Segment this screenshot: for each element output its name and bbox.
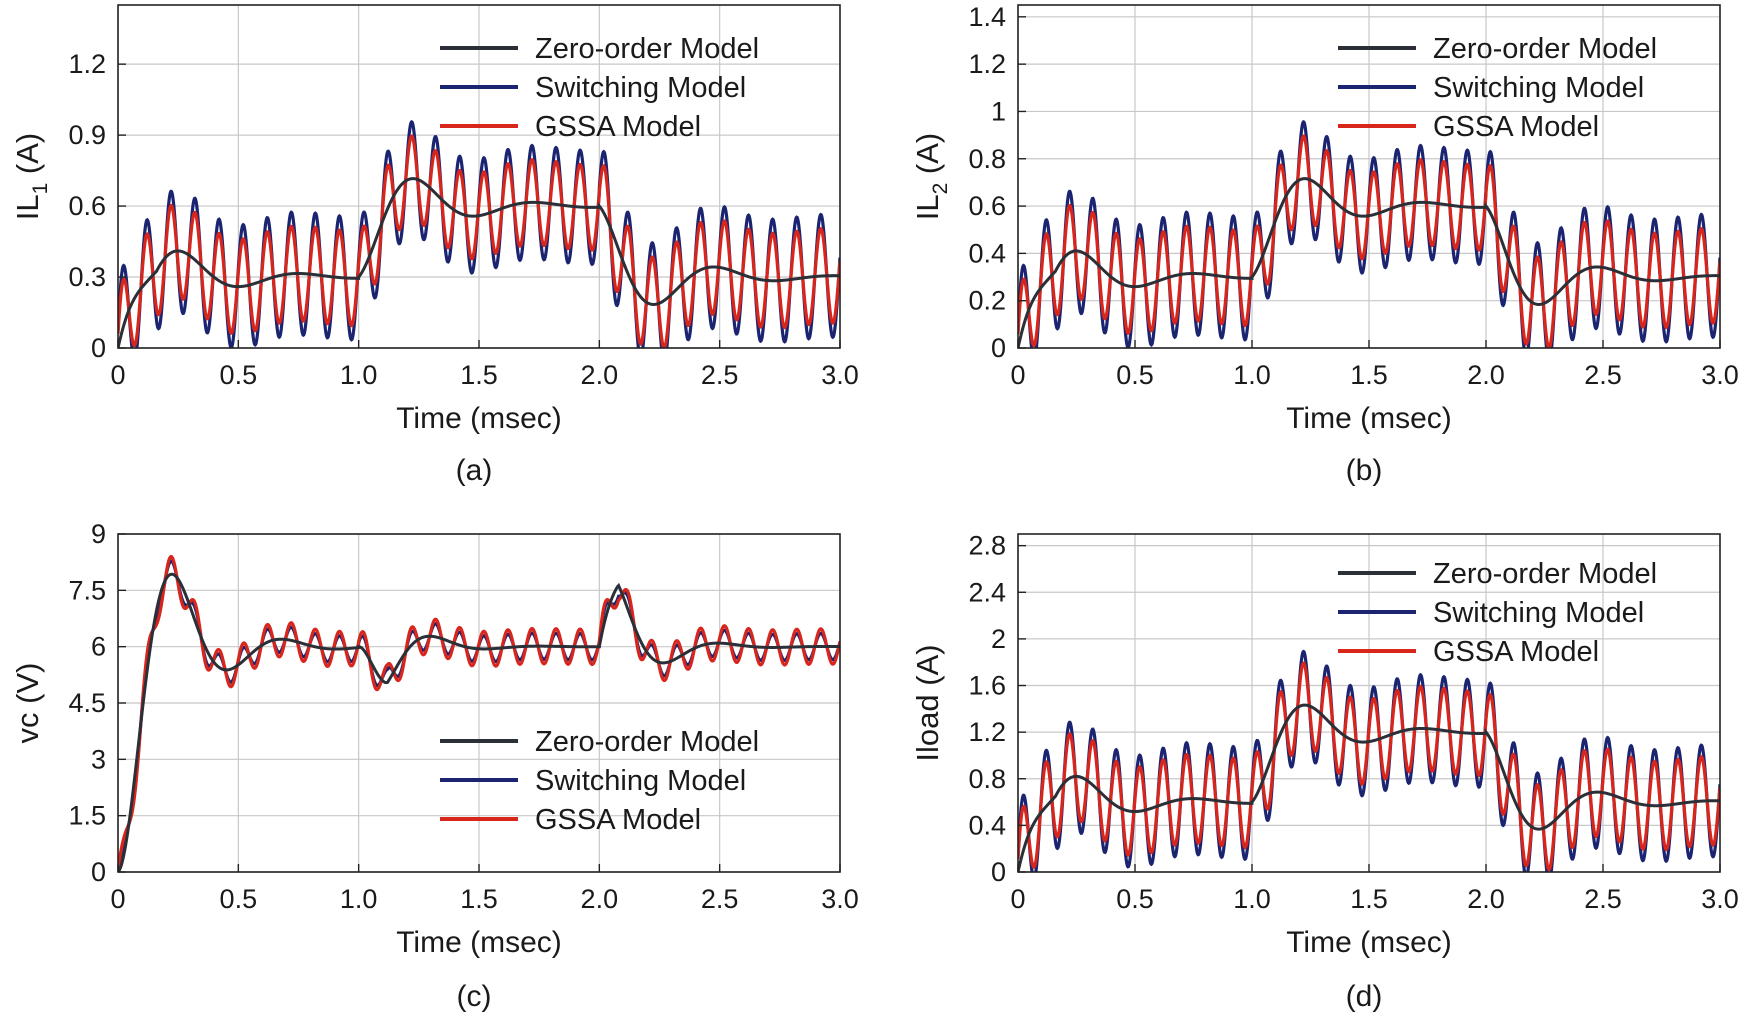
x-tick-label: 0 (1010, 884, 1025, 914)
legend-label-switching: Switching Model (1433, 72, 1644, 104)
y-tick-label: 1.5 (68, 801, 106, 831)
y-tick-label: 1.6 (968, 671, 1006, 701)
x-tick-label: 3.0 (821, 884, 859, 914)
legend-label-gssa: GSSA Model (1433, 636, 1599, 668)
series-line-zero-order (118, 572, 840, 872)
x-tick-label: 2.0 (581, 360, 619, 390)
x-axis-label: Time (msec) (1286, 926, 1452, 959)
y-tick-label: 0.8 (968, 144, 1006, 174)
panel-label: (b) (1346, 454, 1383, 487)
x-tick-label: 2.5 (1584, 884, 1622, 914)
x-tick-label: 0.5 (1116, 360, 1154, 390)
y-tick-label: 2.8 (968, 531, 1006, 561)
legend-label-zero-order: Zero-order Model (1433, 558, 1657, 590)
legend-label-gssa: GSSA Model (535, 111, 701, 143)
x-tick-label: 3.0 (1701, 360, 1739, 390)
x-tick-label: 2.5 (1584, 360, 1622, 390)
y-tick-label: 3 (91, 744, 106, 774)
chart-panel-a: 0 0.5 1.0 1.5 2.0 2.5 3.0 0 0.3 0.6 0.9 1.2 Time (ms… (10, 4, 859, 487)
y-tick-label: 2.4 (968, 577, 1006, 607)
chart-panel-b: 0 0.5 1.0 1.5 2.0 2.5 3.0 0 0.2 0.4 0.6 0.8 1 1.2 1.4 T… (910, 2, 1739, 487)
legend-label-zero-order: Zero-order Model (1433, 33, 1657, 65)
legend-label-gssa: GSSA Model (535, 804, 701, 836)
x-tick-label: 0 (1010, 360, 1025, 390)
legend-label-zero-order: Zero-order Model (535, 33, 759, 65)
y-axis-label: vc (V) (10, 663, 45, 744)
x-tick-label: 1.5 (460, 884, 498, 914)
x-tick-label: 0 (110, 360, 125, 390)
chart-panel-c: 0 0.5 1.0 1.5 2.0 2.5 3.0 0 1.5 3 4.5 6 7.5 9 Time (ms… (10, 519, 859, 1013)
legend-label-switching: Switching Model (1433, 597, 1644, 629)
x-tick-label: 0.5 (1116, 884, 1154, 914)
y-tick-label: 1 (991, 96, 1006, 126)
legend-label-zero-order: Zero-order Model (535, 726, 759, 758)
series-line-gssa (1018, 134, 1720, 348)
x-tick-label: 3.0 (1701, 884, 1739, 914)
y-tick-label: 0.6 (968, 191, 1006, 221)
legend-label-switching: Switching Model (535, 765, 746, 797)
y-tick-label: 0 (91, 333, 106, 363)
x-axis-label: Time (msec) (396, 926, 562, 959)
y-tick-label: 0 (991, 333, 1006, 363)
y-tick-label: 7.5 (68, 575, 106, 605)
x-tick-label: 1.0 (340, 884, 378, 914)
x-tick-label: 2.0 (1467, 360, 1505, 390)
x-tick-label: 0 (110, 884, 125, 914)
x-axis-label: Time (msec) (1286, 402, 1452, 435)
series-line-zero-order (1018, 703, 1720, 872)
x-axis-label: Time (msec) (396, 402, 562, 435)
y-tick-label: 0 (91, 857, 106, 887)
x-tick-label: 1.5 (460, 360, 498, 390)
y-tick-label: 0.4 (968, 810, 1006, 840)
series-line-gssa (118, 555, 840, 868)
y-tick-label: 0.6 (68, 191, 106, 221)
series-line-gssa (118, 134, 840, 348)
y-tick-label: 0.8 (968, 764, 1006, 794)
y-tick-label: 1.2 (968, 717, 1006, 747)
legend-label-switching: Switching Model (535, 72, 746, 104)
y-tick-label: 4.5 (68, 688, 106, 718)
y-tick-label: 0 (991, 857, 1006, 887)
x-tick-label: 3.0 (821, 360, 859, 390)
x-tick-label: 1.5 (1350, 884, 1388, 914)
x-tick-label: 1.0 (1233, 884, 1271, 914)
x-tick-label: 0.5 (220, 884, 258, 914)
x-tick-label: 2.0 (581, 884, 619, 914)
y-axis-label: IL1 (A) (10, 133, 52, 220)
y-tick-label: 0.3 (68, 262, 106, 292)
x-tick-label: 1.0 (340, 360, 378, 390)
x-tick-label: 1.5 (1350, 360, 1388, 390)
panel-label: (d) (1346, 980, 1383, 1013)
x-tick-label: 2.0 (1467, 884, 1505, 914)
y-tick-label: 0.9 (68, 120, 106, 150)
chart-panel-d: 0 0.5 1.0 1.5 2.0 2.5 3.0 0 0.4 0.8 1.2 1.6 2 2.4 2.8 T… (910, 531, 1739, 1013)
y-tick-label: 0.2 (968, 286, 1006, 316)
y-tick-label: 0.4 (968, 238, 1006, 268)
y-tick-label: 1.2 (968, 49, 1006, 79)
y-tick-label: 1.2 (68, 49, 106, 79)
y-axis-label: IL2 (A) (910, 133, 952, 220)
series-line-zero-order (118, 177, 840, 348)
y-tick-label: 1.4 (968, 2, 1006, 32)
y-axis-label: Iload (A) (910, 644, 945, 761)
legend-label-gssa: GSSA Model (1433, 111, 1599, 143)
x-tick-label: 1.0 (1233, 360, 1271, 390)
x-tick-label: 0.5 (220, 360, 258, 390)
y-tick-label: 9 (91, 519, 106, 549)
series-line-gssa (1018, 661, 1720, 872)
panel-label: (c) (457, 980, 492, 1013)
series-line-zero-order (1018, 177, 1720, 348)
x-tick-label: 2.5 (701, 884, 739, 914)
y-tick-label: 6 (91, 632, 106, 662)
y-tick-label: 2 (991, 624, 1006, 654)
panel-label: (a) (456, 454, 493, 487)
x-tick-label: 2.5 (701, 360, 739, 390)
